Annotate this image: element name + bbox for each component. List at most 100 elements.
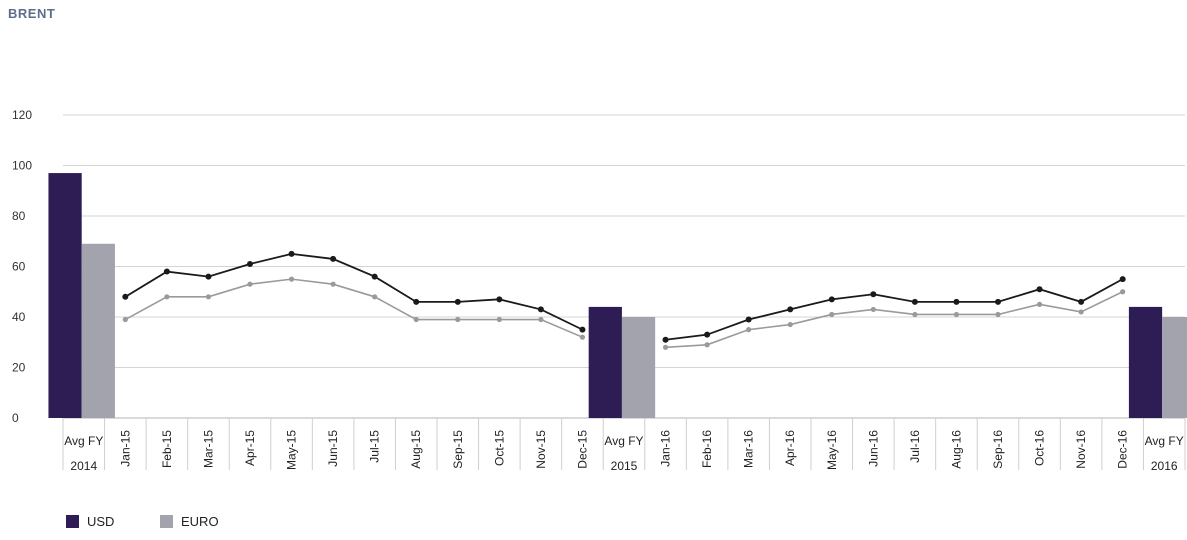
point-usd (828, 296, 835, 303)
bar-euro (621, 317, 656, 418)
x-tick-label: Jun-15 (326, 430, 340, 467)
point-euro (288, 276, 295, 282)
line-euro-1 (124, 278, 583, 338)
brent-chart: 0 20 40 60 80 100 120 Avg FY 2014 Jan-15 Feb-15 Mar… (12, 108, 1187, 473)
x-tick-label: Jun-16 (866, 430, 880, 467)
point-euro (829, 311, 835, 318)
point-usd (787, 306, 794, 313)
x-tick-label: Jul-16 (908, 430, 922, 463)
bar-euro (81, 243, 115, 418)
x-tick-label: Apr-16 (783, 430, 797, 466)
point-euro (496, 316, 502, 323)
x-tick-label: Dec-16 (1116, 430, 1130, 469)
bar-euro (1162, 317, 1187, 418)
x-tick-label: Oct-16 (1033, 430, 1047, 466)
x-tick-label: Mar-16 (742, 430, 756, 468)
point-usd (413, 298, 420, 305)
x-tick-label: Jul-15 (368, 430, 382, 463)
point-euro (455, 316, 461, 323)
point-usd (1119, 276, 1126, 283)
point-euro (372, 294, 378, 300)
point-usd (371, 273, 378, 280)
x-tick-label: May-15 (285, 430, 299, 470)
x-tick-label: Nov-16 (1074, 430, 1088, 469)
y-tick-label: 0 (12, 411, 19, 425)
point-usd (995, 298, 1001, 305)
legend-label-euro: EURO (181, 514, 219, 529)
point-usd (911, 298, 918, 305)
point-euro (247, 281, 253, 287)
point-usd (1078, 298, 1085, 305)
x-tick-label: May-16 (825, 430, 839, 470)
point-euro (122, 316, 128, 323)
bar-usd (588, 306, 622, 418)
y-tick-label: 60 (12, 260, 26, 274)
point-euro (746, 327, 752, 333)
point-euro (579, 334, 586, 340)
x-tick-label: Oct-15 (492, 430, 506, 466)
point-usd (870, 291, 877, 298)
point-usd (122, 293, 129, 300)
point-euro (413, 316, 419, 323)
x-tick-label: Dec-15 (575, 430, 589, 469)
legend-swatch-euro (160, 515, 173, 528)
point-usd (537, 306, 544, 313)
point-euro (912, 311, 918, 318)
point-usd (454, 298, 461, 305)
point-usd (745, 316, 752, 323)
point-euro (330, 281, 336, 287)
x-tick-label: Feb-16 (700, 430, 714, 468)
legend-item-usd: USD (66, 514, 114, 529)
y-tick-label: 40 (12, 310, 26, 324)
point-usd (579, 326, 586, 333)
line-usd-1 (124, 252, 583, 331)
point-euro (953, 311, 960, 318)
point-euro (205, 294, 212, 300)
point-usd (205, 273, 212, 280)
bar-usd (1128, 306, 1163, 418)
point-usd (288, 250, 295, 257)
line-euro-2 (665, 291, 1124, 349)
line-usd-2 (665, 278, 1124, 341)
point-euro (1120, 289, 1126, 295)
chart-title: BRENT (8, 6, 56, 21)
point-usd (704, 331, 711, 338)
point-usd (330, 255, 337, 262)
x-tick-label: Nov-15 (534, 430, 548, 469)
point-usd (163, 268, 170, 275)
point-usd (662, 336, 669, 343)
y-tick-label: 80 (12, 209, 26, 223)
x-tick-label-year: 2016 (1151, 459, 1178, 473)
y-tick-label: 100 (12, 159, 32, 173)
point-usd (1036, 286, 1043, 293)
point-usd (953, 298, 960, 305)
x-tick-label-year: 2015 (611, 459, 638, 473)
legend-swatch-usd (66, 515, 79, 528)
point-euro (704, 342, 710, 348)
bar-usd (48, 173, 82, 418)
point-euro (870, 306, 876, 313)
point-euro (538, 316, 544, 323)
x-tick-label: Avg FY (1145, 434, 1184, 448)
x-tick-label-year: 2014 (70, 459, 97, 473)
x-tick-label: Avg FY (604, 434, 643, 448)
point-euro (995, 311, 1001, 318)
point-euro (787, 321, 793, 328)
point-euro (1078, 309, 1084, 315)
point-euro (164, 294, 170, 300)
x-tick-label: Apr-15 (243, 430, 257, 466)
point-usd (247, 260, 253, 267)
legend-item-euro: EURO (160, 514, 219, 529)
point-euro (662, 344, 669, 350)
x-tick-label: Aug-16 (949, 430, 963, 469)
x-tick-label: Jan-16 (659, 430, 673, 467)
x-tick-label: Jan-15 (118, 430, 132, 467)
point-usd (496, 296, 503, 303)
x-tick-label: Avg FY (64, 434, 103, 448)
x-tick-label: Sep-16 (991, 430, 1005, 469)
x-tick-label: Sep-15 (451, 430, 465, 469)
x-tick-label: Mar-15 (201, 430, 215, 468)
legend-label-usd: USD (87, 514, 115, 529)
x-tick-label: Aug-15 (409, 430, 423, 469)
y-tick-label: 20 (12, 361, 26, 375)
